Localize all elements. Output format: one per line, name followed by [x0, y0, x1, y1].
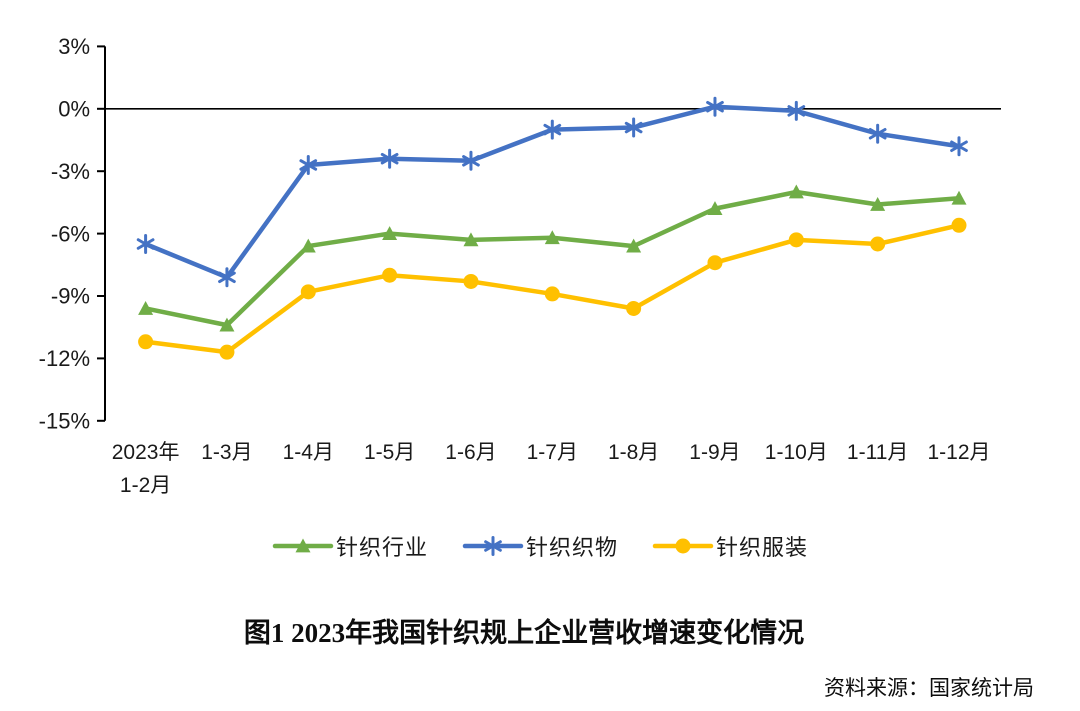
y-axis-label: -3% [51, 159, 90, 184]
x-axis-label: 1-10月 [765, 441, 828, 464]
x-axis-label: 1-9月 [689, 441, 740, 464]
x-axis-label: 2023年 1-2月 [112, 441, 180, 497]
triangle-marker [382, 226, 398, 240]
triangle-marker [300, 238, 316, 253]
circle-marker [300, 284, 316, 300]
triangle-marker [870, 196, 886, 211]
asterisk-marker [299, 154, 318, 175]
asterisk-marker [950, 136, 968, 157]
y-axis-label: -12% [39, 346, 90, 371]
asterisk-marker [787, 100, 806, 121]
asterisk-marker [543, 119, 562, 140]
y-axis-label: -15% [39, 409, 90, 434]
asterisk-marker [136, 234, 155, 254]
triangle-marker [788, 184, 804, 199]
chart-legend: 针织行业 针织织物 针织服装 [0, 530, 1080, 562]
triangle-marker [295, 538, 311, 553]
asterisk-marker [624, 117, 643, 138]
x-axis-label: 1-7月 [527, 441, 578, 464]
figure-source: 资料来源：国家统计局 [824, 676, 1034, 700]
triangle-marker [707, 201, 723, 216]
circle-marker [544, 286, 560, 302]
triangle-marker [544, 230, 560, 245]
asterisk-marker [218, 267, 236, 288]
asterisk-marker [868, 123, 887, 144]
circle-marker [463, 273, 479, 289]
legend-swatch-circle-icon [652, 538, 714, 554]
x-axis-label: 1-11月 [847, 441, 908, 464]
x-axis-label: 1-6月 [445, 441, 496, 464]
series-triangle [138, 184, 967, 332]
asterisk-marker [462, 150, 480, 171]
legend-item-knitted-fabric: 针织织物 [462, 530, 618, 562]
x-axis-label: 1-8月 [608, 441, 659, 464]
legend-item-knitted-apparel: 针织服装 [652, 530, 808, 562]
circle-marker [951, 217, 967, 233]
triangle-marker [219, 317, 235, 332]
legend-label: 针织行业 [335, 535, 428, 560]
legend-label: 针织织物 [525, 535, 618, 560]
circle-marker [788, 232, 804, 248]
asterisk-marker [706, 96, 724, 117]
legend-swatch-asterisk-icon [462, 536, 524, 556]
x-axis-label: 1-5月 [364, 441, 415, 464]
triangle-marker [463, 232, 479, 247]
circle-marker [382, 267, 398, 283]
y-axis-label: 0% [58, 97, 90, 122]
series-circle [138, 217, 967, 360]
y-axis-label: -6% [51, 221, 90, 246]
circle-marker [626, 300, 642, 316]
circle-marker [138, 334, 154, 350]
legend-label: 针织服装 [716, 535, 809, 560]
x-axis-label: 1-4月 [283, 441, 334, 464]
triangle-marker [138, 300, 154, 315]
series-line [143, 189, 962, 328]
series-asterisk [136, 96, 968, 288]
legend-swatch-triangle-icon [272, 538, 334, 553]
y-axis-label: 3% [58, 34, 90, 59]
y-axis-label: -9% [51, 284, 90, 309]
asterisk-marker [380, 148, 399, 169]
line-chart: 3% 0% -3% -6% -9% -12% -15% 2023年 1-2月 1-3月 1-4月 1-… [39, 34, 1001, 497]
figure-caption: 图1 2023年我国针织规上企业营收增速变化情况 [243, 618, 805, 648]
circle-marker [219, 344, 235, 360]
x-axis-label: 1-12月 [927, 441, 990, 464]
triangle-marker [951, 190, 967, 205]
asterisk-marker [484, 536, 502, 556]
triangle-marker [626, 238, 642, 253]
circle-marker [675, 538, 691, 554]
circle-marker [707, 255, 723, 271]
circle-marker [870, 236, 886, 252]
legend-item-knitting-industry: 针织行业 [272, 530, 428, 562]
x-axis-label: 1-3月 [201, 441, 252, 464]
